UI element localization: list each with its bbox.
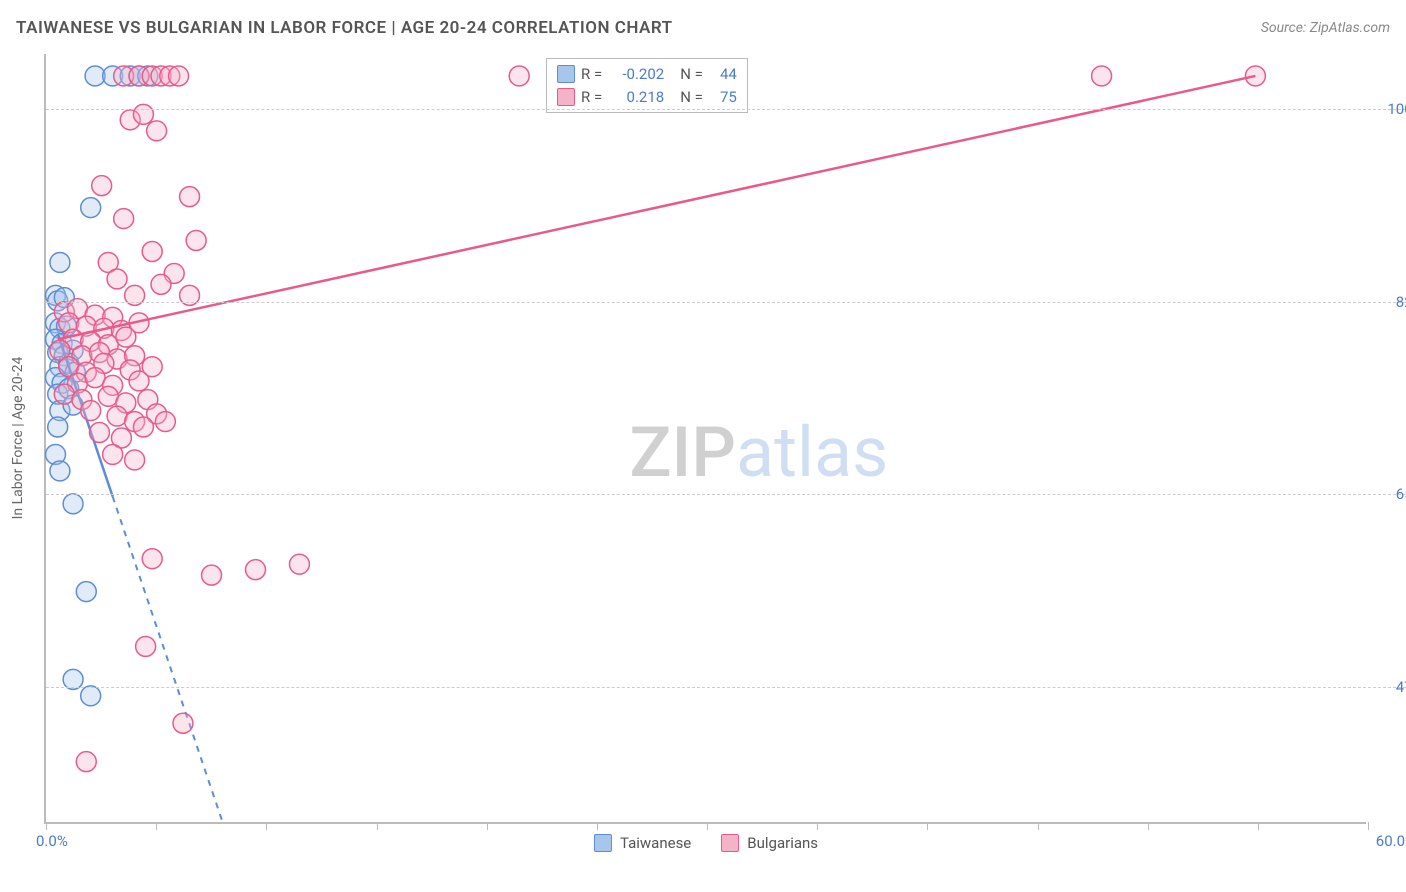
scatter-point [142, 242, 162, 262]
legend-swatch [594, 834, 612, 852]
scatter-point [147, 121, 167, 141]
x-tick [46, 822, 47, 830]
x-tick [156, 822, 157, 830]
legend-r-label: R = [581, 86, 602, 109]
y-axis-title: In Labor Force | Age 20-24 [10, 357, 26, 520]
x-tick [927, 822, 928, 830]
scatter-point [103, 444, 123, 464]
scatter-point [129, 371, 149, 391]
scatter-point [89, 423, 109, 443]
x-tick [817, 822, 818, 830]
scatter-point [1245, 66, 1265, 86]
scatter-point [180, 187, 200, 207]
scatter-point [133, 104, 153, 124]
x-tick [377, 822, 378, 830]
legend-correlation-row: R = -0.202 N = 44 [557, 63, 737, 86]
scatter-point [81, 686, 101, 706]
scatter-point [76, 752, 96, 772]
scatter-point [81, 401, 101, 421]
legend-r-value: -0.202 [608, 63, 664, 86]
legend-series: Taiwanese Bulgarians [594, 834, 818, 852]
scatter-point [92, 176, 112, 196]
scatter-point [81, 198, 101, 218]
scatter-point [50, 461, 70, 481]
scatter-point [50, 252, 70, 272]
scatter-point [246, 560, 266, 580]
gridline [46, 494, 1406, 495]
legend-swatch [721, 834, 739, 852]
gridline [46, 109, 1406, 110]
legend-series-label: Taiwanese [620, 834, 691, 852]
scatter-point [173, 713, 193, 733]
regression-line-dashed [113, 497, 223, 822]
legend-correlation: R = -0.202 N = 44 R = 0.218 N = 75 [546, 58, 748, 113]
x-tick [1038, 822, 1039, 830]
legend-n-value: 44 [709, 63, 737, 86]
scatter-point [48, 417, 68, 437]
y-tick-label: 65.0% [1376, 485, 1406, 503]
legend-n-label: N = [680, 86, 703, 109]
legend-n-value: 75 [709, 86, 737, 109]
scatter-point [125, 450, 145, 470]
scatter-point [186, 231, 206, 251]
scatter-point [136, 636, 156, 656]
scatter-point [169, 66, 189, 86]
scatter-point [1092, 66, 1112, 86]
scatter-point [116, 327, 136, 347]
scatter-point [289, 554, 309, 574]
x-tick [487, 822, 488, 830]
gridline [46, 687, 1406, 688]
x-max-label: 60.0% [1376, 832, 1406, 850]
scatter-point [509, 66, 529, 86]
x-tick [1368, 822, 1369, 830]
y-tick-label: 82.5% [1376, 293, 1406, 311]
x-tick [597, 822, 598, 830]
x-tick [1148, 822, 1149, 830]
scatter-point [155, 412, 175, 432]
x-tick [707, 822, 708, 830]
legend-series-label: Bulgarians [747, 834, 818, 852]
x-tick [266, 822, 267, 830]
legend-swatch [557, 65, 575, 83]
y-tick-label: 100.0% [1376, 100, 1406, 118]
legend-r-label: R = [581, 63, 602, 86]
scatter-point [107, 269, 127, 289]
legend-n-label: N = [680, 63, 703, 86]
x-tick [1258, 822, 1259, 830]
scatter-point [114, 209, 134, 229]
gridline [46, 302, 1406, 303]
source-label: Source: ZipAtlas.com [1261, 20, 1390, 36]
scatter-point [151, 274, 171, 294]
legend-swatch [557, 88, 575, 106]
chart-svg [46, 54, 1366, 822]
scatter-point [63, 494, 83, 514]
scatter-point [76, 582, 96, 602]
chart-title: TAIWANESE VS BULGARIAN IN LABOR FORCE | … [16, 18, 673, 38]
scatter-point [142, 549, 162, 569]
legend-correlation-row: R = 0.218 N = 75 [557, 86, 737, 109]
scatter-point [202, 565, 222, 585]
x-min-label: 0.0% [36, 832, 68, 850]
y-tick-label: 47.5% [1376, 678, 1406, 696]
regression-line [58, 76, 1256, 339]
legend-series-item: Taiwanese [594, 834, 691, 852]
scatter-point [133, 417, 153, 437]
legend-series-item: Bulgarians [721, 834, 818, 852]
legend-r-value: 0.218 [608, 86, 664, 109]
plot-area: In Labor Force | Age 20-24 ZIPatlas R =-… [44, 54, 1366, 824]
